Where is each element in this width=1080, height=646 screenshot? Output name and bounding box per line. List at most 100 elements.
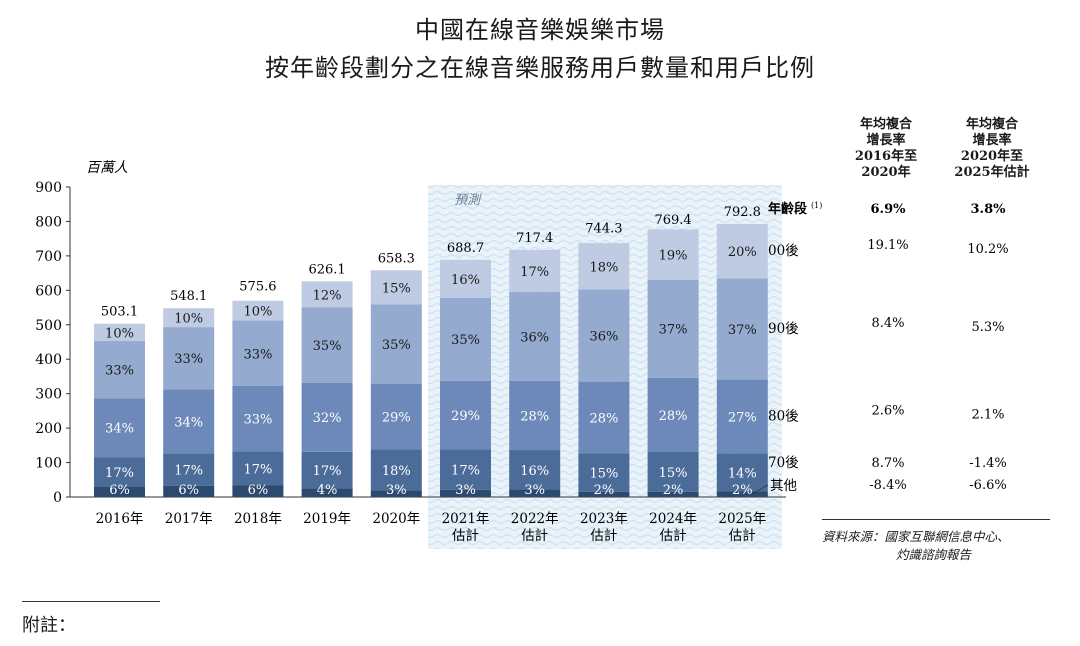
y-tick-label: 800 bbox=[35, 214, 62, 230]
x-tick-label: 估計 bbox=[590, 528, 617, 544]
unit-label: 百萬人 bbox=[86, 160, 128, 176]
bar-segment bbox=[716, 223, 768, 279]
bar-segment bbox=[232, 320, 284, 386]
bar-segment bbox=[509, 380, 561, 451]
segment-share-label: 6% bbox=[178, 483, 199, 498]
x-tick-label: 2018年 bbox=[234, 511, 282, 527]
bar-segment bbox=[578, 289, 630, 382]
source-line-2: 灼識諮詢報告 bbox=[896, 547, 972, 562]
bar-segment bbox=[94, 486, 145, 497]
segment-share-label: 28% bbox=[520, 409, 549, 424]
y-tick-label: 0 bbox=[53, 490, 62, 506]
bar-segment bbox=[163, 453, 215, 486]
total-value-label: 548.1 bbox=[170, 289, 207, 304]
segment-share-label: 3% bbox=[386, 483, 407, 498]
cagr-header-line: 2016年至 bbox=[854, 149, 918, 164]
segment-share-label: 33% bbox=[105, 364, 134, 379]
segment-share-label: 14% bbox=[728, 466, 757, 481]
bar-segment bbox=[301, 488, 353, 497]
y-tick-label: 700 bbox=[35, 249, 62, 265]
segment-share-label: 16% bbox=[451, 273, 480, 288]
bar-segment bbox=[232, 485, 284, 497]
segment-share-label: 2% bbox=[732, 483, 753, 498]
total-value-label: 626.1 bbox=[308, 262, 345, 277]
x-tick-label: 2025年 bbox=[718, 511, 766, 527]
segment-share-label: 6% bbox=[109, 483, 130, 498]
bar-segment bbox=[440, 259, 491, 298]
segment-share-label: 33% bbox=[243, 413, 272, 428]
bar-segment bbox=[509, 489, 561, 497]
x-tick-label: 2016年 bbox=[96, 511, 144, 527]
bar-segment bbox=[370, 270, 422, 305]
bar-segment bbox=[163, 308, 215, 328]
y-tick-label: 600 bbox=[35, 283, 62, 299]
other-leader-line bbox=[751, 484, 769, 495]
cagr-header-line: 2020年 bbox=[861, 165, 911, 180]
segment-share-label: 10% bbox=[105, 326, 134, 341]
bar-segment bbox=[232, 385, 284, 452]
cagr-header-2020-2025: 年均複合 增長率 2020年至 2025年估計 bbox=[940, 117, 1044, 181]
bar-segment bbox=[647, 451, 699, 492]
y-tick-label: 500 bbox=[35, 318, 62, 334]
bar-segment bbox=[647, 279, 699, 378]
x-tick-label: 2017年 bbox=[165, 511, 213, 527]
bar-segment bbox=[94, 341, 145, 399]
x-tick-label: 估計 bbox=[729, 528, 756, 544]
x-tick-label: 2021年 bbox=[442, 511, 490, 527]
total-value-label: 503.1 bbox=[101, 305, 138, 320]
bar-segment bbox=[647, 491, 699, 497]
cagr-value-2016-2020: 8.7% bbox=[871, 456, 904, 471]
segment-share-label: 34% bbox=[174, 415, 203, 430]
bar-segment bbox=[578, 453, 630, 492]
age-group-label: 其他 bbox=[770, 478, 797, 494]
cagr-header-line: 2025年估計 bbox=[954, 165, 1030, 180]
bar-segment bbox=[301, 382, 353, 452]
segment-share-label: 27% bbox=[728, 410, 757, 425]
segment-share-label: 3% bbox=[455, 483, 476, 498]
cagr-header-line: 增長率 bbox=[866, 133, 906, 148]
bar-segment bbox=[370, 304, 422, 384]
footnote-label: 附註： bbox=[22, 615, 76, 636]
x-tick-label: 2023年 bbox=[580, 511, 628, 527]
cagr-total-2016-2020: 6.9% bbox=[871, 202, 907, 217]
bar-segment bbox=[94, 398, 145, 458]
segment-share-label: 2% bbox=[663, 483, 684, 498]
bar-segment bbox=[301, 451, 353, 489]
cagr-value-2020-2025: 2.1% bbox=[971, 407, 1004, 422]
segment-share-label: 35% bbox=[313, 339, 342, 354]
segment-share-label: 34% bbox=[105, 422, 134, 437]
x-tick-label: 估計 bbox=[521, 528, 548, 544]
bar-segment bbox=[163, 389, 215, 454]
total-value-label: 717.4 bbox=[516, 231, 553, 246]
bar-segment bbox=[163, 485, 215, 497]
y-tick-label: 400 bbox=[35, 352, 62, 368]
segment-share-label: 35% bbox=[451, 333, 480, 348]
segment-share-label: 15% bbox=[589, 467, 618, 482]
age-group-label: 00後 bbox=[768, 243, 799, 259]
segment-share-label: 18% bbox=[382, 464, 411, 479]
segment-share-label: 28% bbox=[659, 409, 688, 424]
segment-share-label: 36% bbox=[520, 330, 549, 345]
cagr-total-2020-2025: 3.8% bbox=[971, 202, 1007, 217]
bar-segment bbox=[578, 381, 630, 454]
bar-segment bbox=[440, 297, 491, 381]
segment-share-label: 17% bbox=[105, 466, 134, 481]
bar-segment bbox=[370, 490, 422, 497]
segment-share-label: 10% bbox=[243, 305, 272, 320]
cagr-value-2016-2020: 8.4% bbox=[871, 316, 904, 331]
segment-share-label: 17% bbox=[243, 462, 272, 477]
cagr-header-line: 年均複合 bbox=[859, 117, 912, 132]
cagr-value-2020-2025: 5.3% bbox=[971, 320, 1004, 335]
bar-segment bbox=[163, 327, 215, 390]
y-tick-label: 100 bbox=[35, 456, 62, 472]
segment-share-label: 37% bbox=[659, 323, 688, 338]
source-note: 資料來源：國家互聯網信息中心、 灼識諮詢報告 bbox=[822, 528, 1010, 564]
x-tick-label: 估計 bbox=[660, 528, 687, 544]
x-tick-label: 2019年 bbox=[303, 511, 351, 527]
segment-share-label: 20% bbox=[728, 245, 757, 260]
segment-share-label: 37% bbox=[728, 323, 757, 338]
segment-share-label: 36% bbox=[589, 329, 618, 344]
forecast-label: 預測 bbox=[454, 193, 482, 208]
y-tick-label: 200 bbox=[35, 421, 62, 437]
